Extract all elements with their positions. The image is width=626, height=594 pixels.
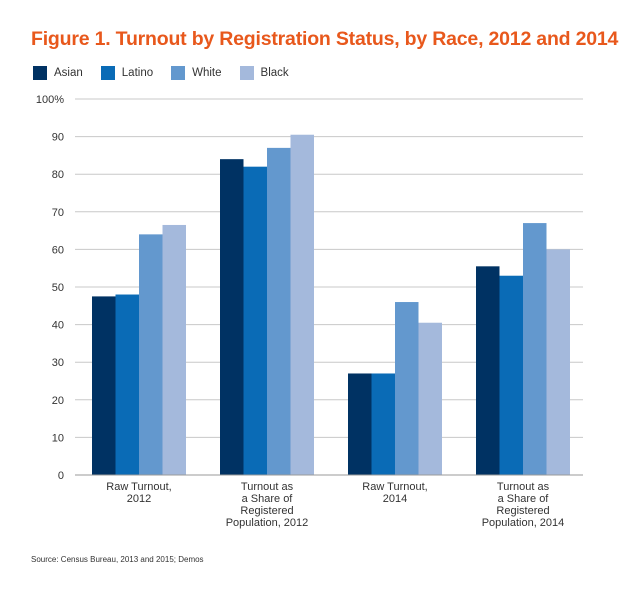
y-tick-label-5: 50 bbox=[52, 282, 64, 294]
x-category-label-line: 2014 bbox=[383, 493, 407, 505]
y-tick-label-7: 70 bbox=[52, 207, 64, 219]
x-category-label-line: a Share of bbox=[498, 493, 550, 505]
bar-black-2 bbox=[418, 322, 442, 475]
y-tick-label-0: 0 bbox=[58, 470, 64, 482]
bar-white-3 bbox=[523, 223, 547, 475]
x-category-label-line: Raw Turnout, bbox=[362, 481, 427, 493]
x-category-label-line: Registered bbox=[240, 505, 293, 517]
legend-swatch-white bbox=[171, 66, 186, 80]
bar-asian-2 bbox=[348, 373, 372, 475]
x-category-label-0: Raw Turnout, 2012 bbox=[106, 481, 171, 505]
y-tick-label-2: 20 bbox=[52, 395, 64, 407]
bar-latino-2 bbox=[371, 373, 395, 475]
legend-item-black: Black bbox=[239, 66, 289, 80]
legend-item-latino: Latino bbox=[100, 66, 154, 80]
y-tick-label-3: 30 bbox=[52, 357, 64, 369]
bar-white-2 bbox=[395, 302, 419, 475]
y-tick-label-6: 60 bbox=[52, 244, 64, 256]
x-category-label-line: Turnout as bbox=[497, 481, 550, 493]
legend-item-asian: Asian bbox=[33, 66, 83, 80]
x-category-label-1: Turnout as a Share of Registered Population… bbox=[226, 481, 309, 529]
legend-label-asian: Asian bbox=[54, 67, 83, 79]
bar-asian-3 bbox=[476, 266, 500, 475]
legend-swatch-black bbox=[239, 66, 254, 80]
y-tick-label-4: 40 bbox=[52, 320, 64, 332]
bar-latino-3 bbox=[499, 275, 523, 475]
legend-swatch-asian bbox=[33, 66, 47, 80]
x-category-label-line: Turnout as bbox=[241, 481, 294, 493]
bar-white-0 bbox=[139, 234, 163, 475]
legend-label-black: Black bbox=[260, 67, 289, 79]
bar-black-0 bbox=[162, 224, 186, 475]
x-category-label-3: Turnout as a Share of Registered Population… bbox=[482, 481, 565, 529]
legend-swatch-latino bbox=[100, 66, 115, 80]
y-tick-label-9: 90 bbox=[52, 132, 64, 144]
legend-label-latino: Latino bbox=[121, 67, 154, 79]
chart-title: Figure 1. Turnout by Registration Status… bbox=[31, 28, 619, 50]
x-category-label-line: Population, 2014 bbox=[482, 517, 565, 529]
legend-item-white: White bbox=[171, 66, 222, 80]
bar-latino-1 bbox=[243, 166, 267, 475]
x-category-label-2: Raw Turnout, 2014 bbox=[362, 481, 427, 505]
y-tick-label-1: 10 bbox=[52, 432, 64, 444]
y-tick-label-8: 80 bbox=[52, 169, 64, 181]
bar-latino-0 bbox=[115, 294, 139, 475]
x-category-label-line: 2012 bbox=[127, 493, 151, 505]
bar-asian-1 bbox=[220, 159, 244, 475]
bar-asian-0 bbox=[92, 296, 116, 475]
y-tick-label-10: 100% bbox=[36, 94, 64, 106]
legend: Asian Latino White Black bbox=[33, 66, 307, 80]
source-note: Source: Census Bureau, 2013 and 2015; De… bbox=[31, 555, 204, 564]
x-category-label-line: a Share of bbox=[242, 493, 294, 505]
x-category-label-line: Population, 2012 bbox=[226, 517, 309, 529]
x-category-label-line: Registered bbox=[496, 505, 549, 517]
bar-white-1 bbox=[267, 147, 291, 475]
legend-label-white: White bbox=[192, 67, 222, 79]
bar-black-3 bbox=[546, 249, 570, 475]
x-category-label-line: Raw Turnout, bbox=[106, 481, 171, 493]
bar-black-1 bbox=[290, 134, 314, 475]
